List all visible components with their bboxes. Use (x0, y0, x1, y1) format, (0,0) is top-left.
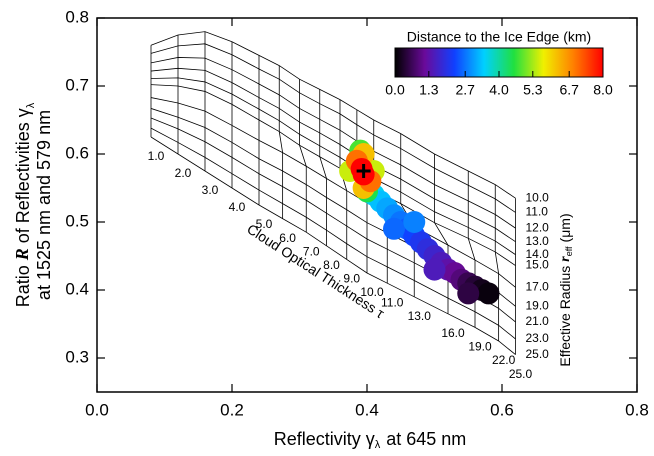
y-axis-label: Ratio Rof Reflectivities γλ (12, 102, 37, 307)
colorbar-title: Distance to the Ice Edge (km) (407, 29, 591, 45)
reff-line (150, 67, 516, 243)
tau-label: 10.0 (360, 285, 384, 299)
colorbar-tick-label: 6.7 (559, 82, 579, 98)
colorbar-tick-label: 0.0 (385, 82, 405, 98)
tau-line (494, 184, 500, 341)
y-axis-label: at 1525 nm and 579 nm (34, 110, 54, 300)
tau-label: 8.0 (323, 258, 340, 272)
y-tick-label: 0.4 (65, 279, 89, 298)
y-tick-label: 0.3 (65, 347, 89, 366)
reff-line (150, 77, 516, 255)
reff-line (150, 97, 516, 288)
tau-label: 5.0 (256, 217, 273, 231)
x-label-text: at 645 nm (386, 429, 466, 449)
tau-label: 13.0 (408, 309, 432, 323)
y-tick-label: 0.5 (65, 211, 89, 230)
reff-label: 11.0 (526, 205, 549, 219)
reff-label: 17.0 (526, 279, 550, 293)
tau-label: 2.0 (175, 166, 192, 180)
reff-label: 23.0 (526, 331, 550, 345)
y-tick-label: 0.8 (65, 7, 89, 26)
plot-frame (96, 17, 638, 393)
y-tick-label: 0.6 (65, 143, 89, 162)
y-label-text: Ratio (13, 265, 33, 307)
reff-label: 13.0 (526, 234, 550, 248)
y-label-text: of Reflectivities γ (13, 108, 33, 243)
tau-line (299, 79, 307, 233)
point (383, 217, 405, 240)
reff-label: 12.0 (526, 220, 550, 234)
tau-label: 6.0 (279, 231, 296, 245)
tau-label: 11.0 (381, 295, 404, 309)
reff-line (150, 84, 516, 266)
y-label-var: R (12, 248, 32, 261)
tau-label: 7.0 (303, 244, 320, 258)
reff-label-text: (μm) (557, 213, 573, 242)
tau-line (400, 133, 415, 297)
x-tick-label: 0.0 (85, 400, 109, 419)
point (477, 282, 500, 305)
point (423, 258, 446, 281)
y-label-sub: λ (25, 102, 37, 108)
reff-label-text: Effective Radius (557, 266, 573, 367)
tau-label: 16.0 (441, 326, 465, 340)
x-label-sub: λ (375, 439, 381, 451)
tau-label: 4.0 (229, 200, 246, 214)
reff-label-sub: eff (564, 246, 574, 256)
scatter-cloud (339, 139, 500, 305)
tau-label: 1.0 (148, 149, 165, 163)
tau-axis-label: Cloud Optical Thickness τ (244, 221, 387, 322)
tau-label: 22.0 (492, 353, 516, 367)
colorbar-tick-label: 5.3 (523, 82, 543, 98)
tau-line (434, 154, 449, 314)
x-tick-label: 0.8 (625, 400, 649, 419)
lookup-mesh (150, 31, 516, 355)
reff-line (150, 127, 516, 340)
marker (356, 164, 371, 178)
reff-label-var: r (558, 256, 573, 262)
reff-label: 25.0 (526, 347, 550, 361)
reff-line (150, 43, 516, 213)
colorbar-tick-label: 8.0 (593, 82, 613, 98)
tau-line (278, 65, 284, 219)
x-tick-label: 0.2 (220, 400, 244, 419)
reff-label: 21.0 (526, 314, 550, 328)
reff-label: 10.0 (526, 190, 550, 204)
reff-label: 14.0 (526, 247, 550, 261)
point (457, 282, 480, 305)
reff-line (150, 31, 516, 199)
tau-label: 3.0 (202, 183, 219, 197)
tau-label: 9.0 (343, 272, 360, 286)
colorbar-tick-label: 2.7 (455, 82, 475, 98)
reff-axis-label: Effective Radius reff (μm) (557, 213, 575, 366)
reff-line (150, 136, 516, 355)
colorbar-tick-label: 4.0 (489, 82, 509, 98)
reff-line (150, 57, 516, 229)
reff-label: 15.0 (526, 258, 550, 272)
x-axis-label: Reflectivity γλ at 645 nm (274, 429, 467, 451)
x-label-text: Reflectivity γ (274, 429, 375, 449)
tau-label: 19.0 (468, 340, 492, 354)
x-tick-label: 0.4 (355, 400, 379, 419)
colorbar-tick-label: 1.3 (419, 82, 439, 98)
y-tick-label: 0.7 (65, 75, 89, 94)
point (403, 211, 426, 233)
tau-line (319, 89, 327, 246)
tau-label: 25.0 (509, 367, 533, 381)
reff-label: 19.0 (526, 298, 550, 312)
x-tick-label: 0.6 (490, 400, 514, 419)
